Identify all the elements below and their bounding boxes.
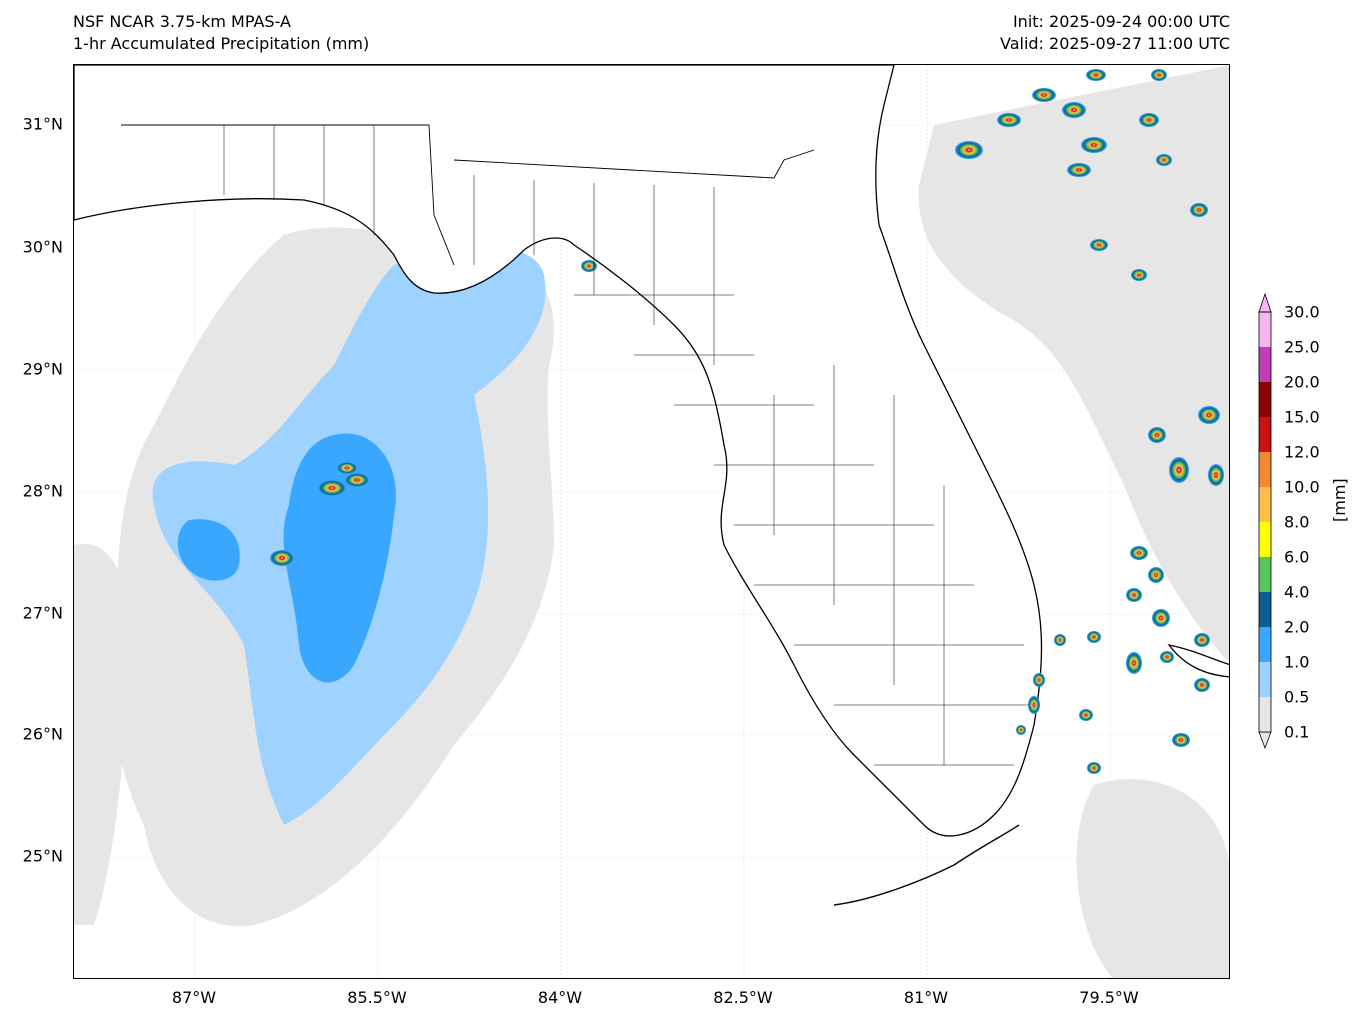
model-title: NSF NCAR 3.75-km MPAS-A [73,12,291,31]
colorbar-level: 2.0 [1284,617,1310,637]
colorbar-segment [1259,662,1271,697]
colorbar-level: 15.0 [1284,407,1320,427]
field-title: 1-hr Accumulated Precipitation (mm) [73,34,370,53]
lon-tick: 82.5°W [713,988,773,1007]
gulf-heavy-precip [177,433,396,683]
lat-tick: 29°N [22,359,63,379]
colorbar-segment [1259,347,1271,382]
lon-tick: 85.5°W [347,988,407,1007]
colorbar-level: 0.1 [1284,722,1310,742]
colorbar-outline [1258,311,1272,733]
colorbar-segment [1259,487,1271,522]
colorbar [1258,292,1272,750]
colorbar-level: 10.0 [1284,477,1320,497]
colorbar-level: 8.0 [1284,512,1310,532]
colorbar-segment [1259,312,1271,347]
colorbar-level: 12.0 [1284,442,1320,462]
title-block: NSF NCAR 3.75-km MPAS-A 1-hr Accumulated… [73,11,369,55]
county-borders [223,125,1034,766]
colorbar-segment [1259,452,1271,487]
time-block: Init: 2025-09-24 00:00 UTC Valid: 2025-0… [1000,11,1230,55]
colorbar-segment [1259,417,1271,452]
state-borders [121,124,815,266]
landmass [74,65,1229,837]
gulf-storm-cells [270,260,597,566]
lat-tick: 26°N [22,724,63,744]
colorbar-segment [1259,592,1271,627]
precip-map [74,65,1229,978]
lon-tick: 81°W [903,988,949,1007]
init-time: Init: 2025-09-24 00:00 UTC [1012,12,1230,31]
map-panel [73,64,1230,979]
lat-tick: 27°N [22,603,63,623]
lat-tick: 28°N [22,481,63,501]
atlantic-storm-cells [955,69,1224,774]
lon-tick: 87°W [171,988,217,1007]
colorbar-segment [1259,382,1271,417]
lat-tick: 31°N [22,114,63,134]
colorbar-level: 25.0 [1284,337,1320,357]
lon-tick: 79.5°W [1079,988,1139,1007]
colorbar-level: 30.0 [1284,302,1320,322]
colorbar-segment [1259,627,1271,662]
florida-keys [833,824,1020,906]
lat-tick: 30°N [22,237,63,257]
lon-tick: 84°W [537,988,583,1007]
colorbar-level: 0.5 [1284,687,1310,707]
colorbar-extend-high [1258,292,1272,313]
colorbar-level: 6.0 [1284,547,1310,567]
colorbar-level: 4.0 [1284,582,1310,602]
colorbar-segment [1259,557,1271,592]
lat-tick: 25°N [22,846,63,866]
colorbar-level: 1.0 [1284,652,1310,672]
colorbar-segment [1259,697,1271,732]
colorbar-extend-low [1258,731,1272,750]
colorbar-segment [1259,522,1271,557]
valid-time: Valid: 2025-09-27 11:00 UTC [999,34,1230,53]
colorbar-level: 20.0 [1284,372,1320,392]
colorbar-unit: [mm] [1330,478,1349,522]
